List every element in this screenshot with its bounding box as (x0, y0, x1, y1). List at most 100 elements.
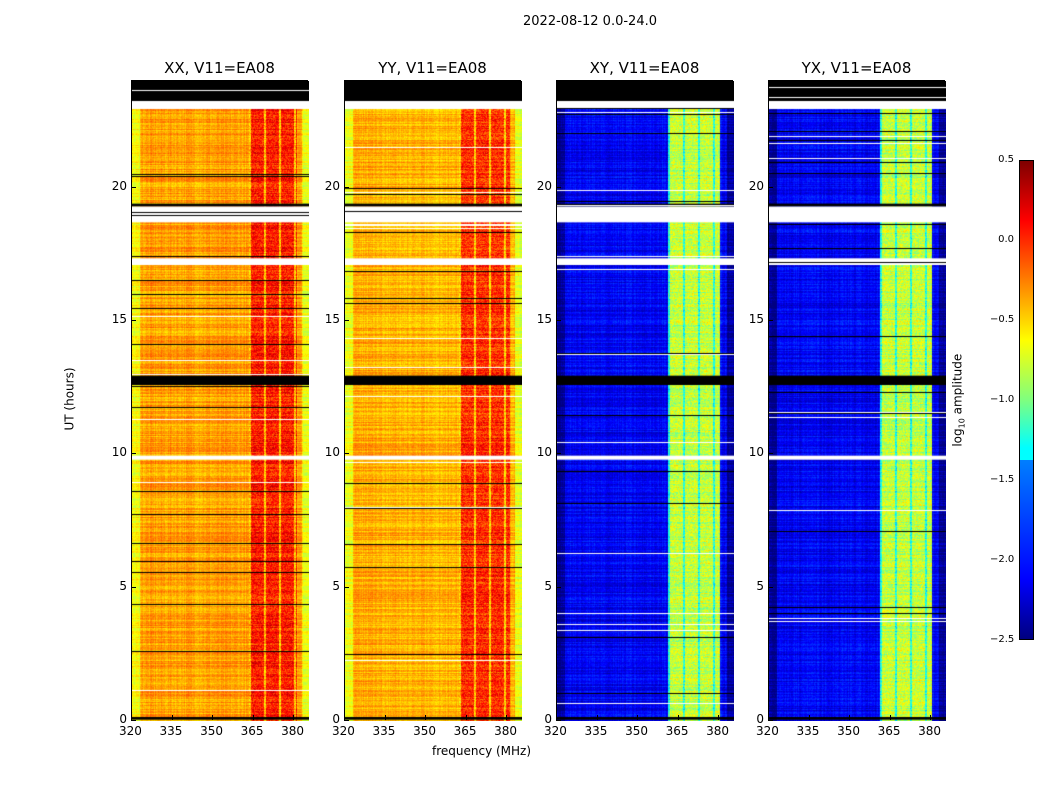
y-tick-label: 20 (536, 178, 552, 193)
colorbar-tick-label: −2.5 (990, 634, 1015, 645)
x-tick-mark (930, 715, 932, 720)
y-tick-label: 10 (536, 445, 552, 460)
y-tick-mark (768, 186, 773, 188)
heatmap-panel-2 (556, 80, 734, 721)
y-tick-label: 0 (756, 712, 764, 726)
x-tick-label: 335 (796, 724, 820, 738)
y-tick-mark (556, 453, 561, 455)
x-tick-mark (293, 715, 295, 720)
colorbar-label: log10 amplitude (950, 354, 966, 447)
x-tick-mark (849, 715, 851, 720)
heatmap-image (345, 81, 522, 721)
y-tick-mark (556, 186, 561, 188)
x-tick-mark (718, 715, 720, 720)
x-tick-mark (556, 715, 557, 720)
colorbar-tick-label: 0.0 (998, 234, 1014, 245)
x-tick-label: 320 (332, 724, 355, 738)
colorbar (1019, 160, 1034, 640)
x-tick-mark (637, 715, 639, 720)
colorbar-tick-label: −1.0 (990, 394, 1015, 405)
y-tick-label: 10 (748, 445, 764, 460)
x-tick-mark (677, 715, 679, 720)
y-tick-label: 15 (748, 312, 764, 326)
y-axis-label: UT (hours) (62, 367, 77, 431)
y-tick-label: 20 (748, 178, 764, 193)
x-tick-mark (889, 715, 891, 720)
y-tick-mark (131, 720, 136, 721)
heatmap-panel-0 (131, 80, 309, 721)
y-tick-label: 5 (332, 578, 340, 593)
y-tick-label: 15 (536, 312, 552, 326)
heatmap-image (769, 81, 946, 721)
heatmap-panel-3 (768, 80, 946, 721)
colorbar-label-log: log (950, 428, 965, 447)
x-tick-mark (384, 715, 386, 720)
x-tick-label: 380 (918, 724, 942, 738)
x-tick-label: 350 (837, 724, 860, 738)
x-tick-label: 320 (756, 724, 779, 738)
y-tick-mark (768, 320, 773, 321)
y-tick-mark (131, 186, 136, 188)
y-tick-mark (131, 453, 136, 455)
x-tick-label: 380 (706, 724, 730, 738)
y-tick-mark (556, 720, 561, 721)
x-tick-mark (131, 715, 132, 720)
y-tick-mark (344, 186, 349, 188)
x-tick-mark (425, 715, 427, 720)
x-tick-label: 380 (281, 724, 305, 738)
y-tick-label: 0 (332, 712, 340, 726)
y-tick-label: 15 (111, 312, 127, 326)
y-tick-label: 0 (119, 712, 127, 726)
x-tick-label: 380 (494, 724, 518, 738)
y-tick-mark (768, 720, 773, 721)
x-tick-mark (252, 715, 254, 720)
panel-title: XX, V11=EA08 (164, 59, 275, 77)
colorbar-tick-label: −0.5 (990, 314, 1015, 325)
x-tick-label: 320 (544, 724, 567, 738)
y-tick-mark (344, 720, 349, 721)
y-tick-label: 5 (756, 578, 764, 593)
x-tick-mark (344, 715, 345, 720)
heatmap-image (132, 81, 309, 721)
x-tick-label: 335 (584, 724, 608, 738)
y-tick-label: 20 (111, 178, 127, 193)
y-tick-label: 10 (324, 445, 340, 460)
x-tick-label: 350 (625, 724, 648, 738)
y-tick-label: 5 (544, 578, 552, 593)
x-tick-mark (808, 715, 810, 720)
x-tick-mark (212, 715, 214, 720)
x-tick-mark (465, 715, 467, 720)
x-tick-label: 350 (200, 724, 223, 738)
y-tick-mark (131, 586, 136, 588)
colorbar-label-sub: 10 (957, 418, 967, 429)
colorbar-tick-label: −1.5 (990, 474, 1015, 485)
colorbar-tick-label: −2.0 (990, 554, 1015, 565)
y-tick-mark (344, 453, 349, 455)
x-tick-label: 365 (665, 724, 689, 738)
y-tick-label: 0 (544, 712, 552, 726)
x-tick-label: 365 (877, 724, 901, 738)
x-axis-label: frequency (MHz) (432, 744, 532, 758)
heatmap-panel-1 (344, 80, 522, 721)
y-tick-label: 20 (324, 178, 340, 193)
y-tick-mark (131, 320, 136, 321)
y-tick-mark (344, 586, 349, 588)
x-tick-label: 320 (119, 724, 142, 738)
panel-title: XY, V11=EA08 (589, 59, 700, 77)
x-tick-label: 335 (372, 724, 396, 738)
figure-title: 2022-08-12 0.0-24.0 (523, 14, 657, 29)
y-tick-label: 15 (324, 312, 340, 326)
x-tick-label: 365 (240, 724, 264, 738)
x-tick-mark (596, 715, 598, 720)
x-tick-label: 350 (413, 724, 436, 738)
y-tick-mark (768, 586, 773, 588)
colorbar-tick-label: 0.5 (998, 154, 1014, 165)
panel-title: YY, V11=EA08 (378, 59, 487, 77)
y-tick-mark (556, 320, 561, 321)
x-tick-mark (506, 715, 508, 720)
y-tick-mark (768, 453, 773, 455)
x-tick-label: 365 (453, 724, 477, 738)
y-tick-mark (556, 586, 561, 588)
colorbar-label-text: amplitude (950, 353, 965, 419)
